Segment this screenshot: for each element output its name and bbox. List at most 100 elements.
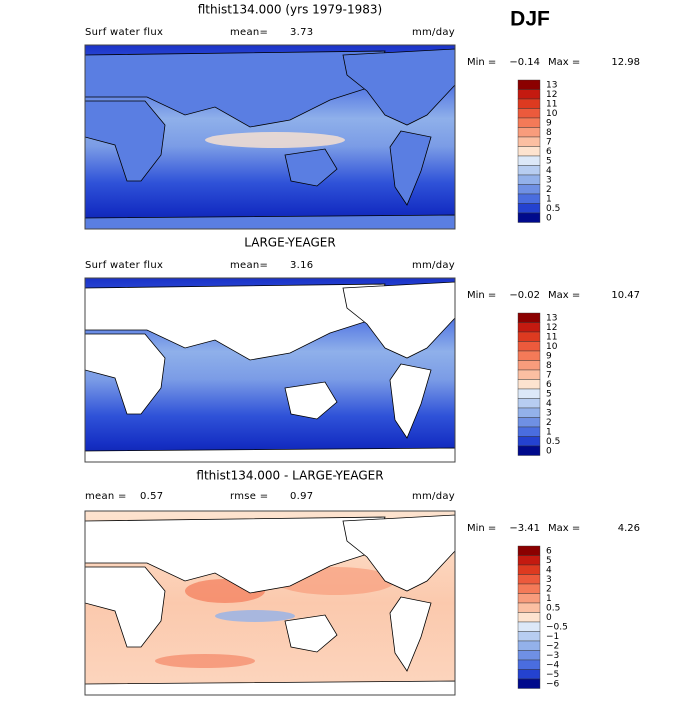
colorbar-box: [517, 174, 541, 185]
map-frame: [84, 510, 456, 696]
colorbar-box: [517, 98, 541, 109]
panel-header: rmse =: [230, 491, 268, 502]
colorbar-box: [517, 312, 541, 323]
min-max: Max =: [548, 290, 580, 301]
colorbar-label: 11: [546, 332, 557, 342]
colorbar-box: [517, 360, 541, 371]
colorbar-box: [517, 165, 541, 176]
min-max: −0.14: [509, 57, 540, 68]
colorbar-label: 2: [546, 584, 552, 594]
min-max: Min =: [467, 57, 496, 68]
min-max: 12.98: [611, 57, 640, 68]
colorbar-label: −6: [546, 679, 560, 689]
min-max: Min =: [467, 523, 496, 534]
panel-header: 3.16: [290, 260, 313, 271]
colorbar-box: [517, 659, 541, 670]
colorbar-box: [517, 117, 541, 128]
colorbar-label: 2: [546, 185, 552, 195]
colorbar-box: [517, 426, 541, 437]
colorbar-box: [517, 640, 541, 651]
colorbar-box: [517, 593, 541, 604]
colorbar-box: [517, 79, 541, 90]
colorbar-box: [517, 612, 541, 623]
colorbar-label: 13: [546, 80, 557, 90]
field-patch: [215, 610, 295, 622]
min-max: −0.02: [509, 290, 540, 301]
colorbar-label: 5: [546, 389, 552, 399]
colorbar-box: [517, 621, 541, 632]
colorbar-box: [517, 564, 541, 575]
colorbar-box: [517, 155, 541, 166]
panel-title: flthist134.000 - LARGE-YEAGER: [196, 469, 383, 483]
colorbar-box: [517, 89, 541, 100]
map: [84, 277, 456, 463]
colorbar-label: 7: [546, 137, 552, 147]
colorbar-label: 3: [546, 408, 552, 418]
field-patch: [155, 654, 255, 668]
panel-header: Surf water flux: [85, 260, 163, 271]
colorbar-box: [517, 407, 541, 418]
min-max: −3.41: [509, 523, 540, 534]
colorbar-label: 1: [546, 594, 552, 604]
min-max: 10.47: [611, 290, 640, 301]
map: [84, 510, 456, 696]
colorbar-box: [517, 631, 541, 642]
panel-header: mm/day: [412, 27, 455, 38]
colorbar-box: [517, 212, 541, 223]
panel-header: mm/day: [412, 491, 455, 502]
colorbar-label: −1: [546, 632, 559, 642]
colorbar-label: 9: [546, 118, 552, 128]
colorbar-box: [517, 322, 541, 333]
panel-header: mean=: [230, 27, 268, 38]
colorbar-box: [517, 678, 541, 689]
colorbar-label: 1: [546, 427, 552, 437]
colorbar-label: −3: [546, 651, 559, 661]
field-patch: [205, 132, 345, 148]
colorbar-box: [517, 574, 541, 585]
colorbar-label: 8: [546, 128, 552, 138]
colorbar-label: 5: [546, 556, 552, 566]
colorbar-label: 5: [546, 156, 552, 166]
colorbar-box: [517, 669, 541, 680]
colorbar-label: 4: [546, 565, 552, 575]
colorbar-label: 7: [546, 370, 552, 380]
colorbar-label: 13: [546, 313, 557, 323]
colorbar-label: 10: [546, 109, 558, 119]
min-max: Max =: [548, 57, 580, 68]
panel-header: 0.97: [290, 491, 313, 502]
colorbar-label: 4: [546, 399, 552, 409]
colorbar-label: 4: [546, 166, 552, 176]
colorbar-label: 12: [546, 90, 557, 100]
colorbar-label: 0.5: [546, 603, 560, 613]
colorbar-box: [517, 136, 541, 147]
colorbar-label: 1: [546, 194, 552, 204]
colorbar-label: −0.5: [546, 622, 568, 632]
colorbar-box: [517, 555, 541, 566]
colorbar-box: [517, 341, 541, 352]
colorbar-label: 3: [546, 575, 552, 585]
map-frame: [84, 277, 456, 463]
colorbar-label: 6: [546, 546, 552, 556]
colorbar-box: [517, 193, 541, 204]
colorbar-label: 11: [546, 99, 557, 109]
colorbar-box: [517, 650, 541, 661]
colorbar-label: 10: [546, 342, 558, 352]
colorbar-label: −5: [546, 670, 559, 680]
colorbar-label: 6: [546, 380, 552, 390]
colorbar-box: [517, 445, 541, 456]
colorbar-label: 3: [546, 175, 552, 185]
colorbar-label: 0.5: [546, 204, 560, 214]
colorbar-box: [517, 417, 541, 428]
colorbar-box: [517, 203, 541, 214]
panel-title: flthist134.000 (yrs 1979-1983): [198, 3, 382, 17]
min-max: Max =: [548, 523, 580, 534]
colorbar-box: [517, 331, 541, 342]
panel-header: mean=: [230, 260, 268, 271]
colorbar-box: [517, 602, 541, 613]
colorbar-label: 12: [546, 323, 557, 333]
colorbar-label: 2: [546, 418, 552, 428]
colorbar-label: 8: [546, 361, 552, 371]
colorbar-box: [517, 369, 541, 380]
colorbar-box: [517, 388, 541, 399]
colorbar-box: [517, 545, 541, 556]
